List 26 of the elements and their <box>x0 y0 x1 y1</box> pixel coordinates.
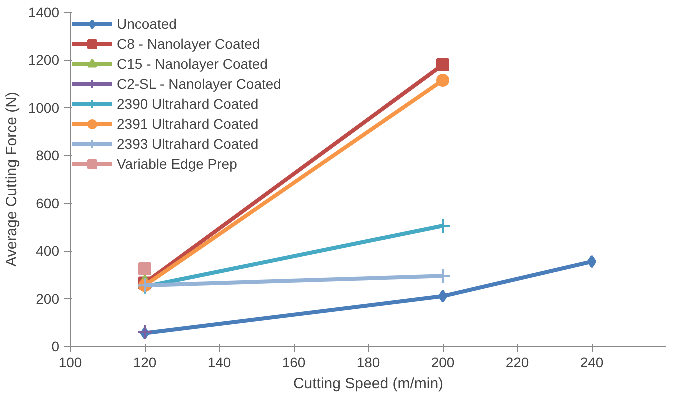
x-tick-label: 140 <box>208 354 232 370</box>
y-tick-label: 1000 <box>28 100 60 116</box>
y-axis-title: Average Cutting Force (N) <box>3 92 20 267</box>
y-tick-label: 200 <box>36 290 60 307</box>
x-tick-label: 180 <box>356 354 380 370</box>
legend-label: C15 - Nanolayer Coated <box>117 55 268 73</box>
legend-label: C8 - Nanolayer Coated <box>117 35 260 53</box>
legend-label: C2-SL - Nanolayer Coated <box>117 75 282 93</box>
y-tick-label: 0 <box>52 338 60 354</box>
x-tick-label: 160 <box>282 354 306 370</box>
x-tick-label: 240 <box>580 354 604 370</box>
legend-label: Variable Edge Prep <box>117 155 238 173</box>
y-tick-label: 1400 <box>28 4 60 20</box>
y-tick-label: 600 <box>36 195 60 212</box>
y-tick-label: 1200 <box>28 52 60 68</box>
legend-label: 2390 Ultrahard Coated <box>117 95 259 113</box>
y-tick-label: 800 <box>36 148 60 164</box>
x-axis-title: Cutting Speed (m/min) <box>293 376 444 392</box>
x-tick-label: 220 <box>506 354 530 370</box>
y-tick-label: 400 <box>36 243 60 260</box>
legend-label: Uncoated <box>117 15 177 33</box>
x-tick-label: 120 <box>133 354 157 370</box>
x-tick-label: 200 <box>431 354 455 370</box>
legend-label: 2393 Ultrahard Coated <box>117 135 259 153</box>
x-tick-label: 100 <box>58 354 82 370</box>
legend-label: 2391 Ultrahard Coated <box>117 115 259 133</box>
